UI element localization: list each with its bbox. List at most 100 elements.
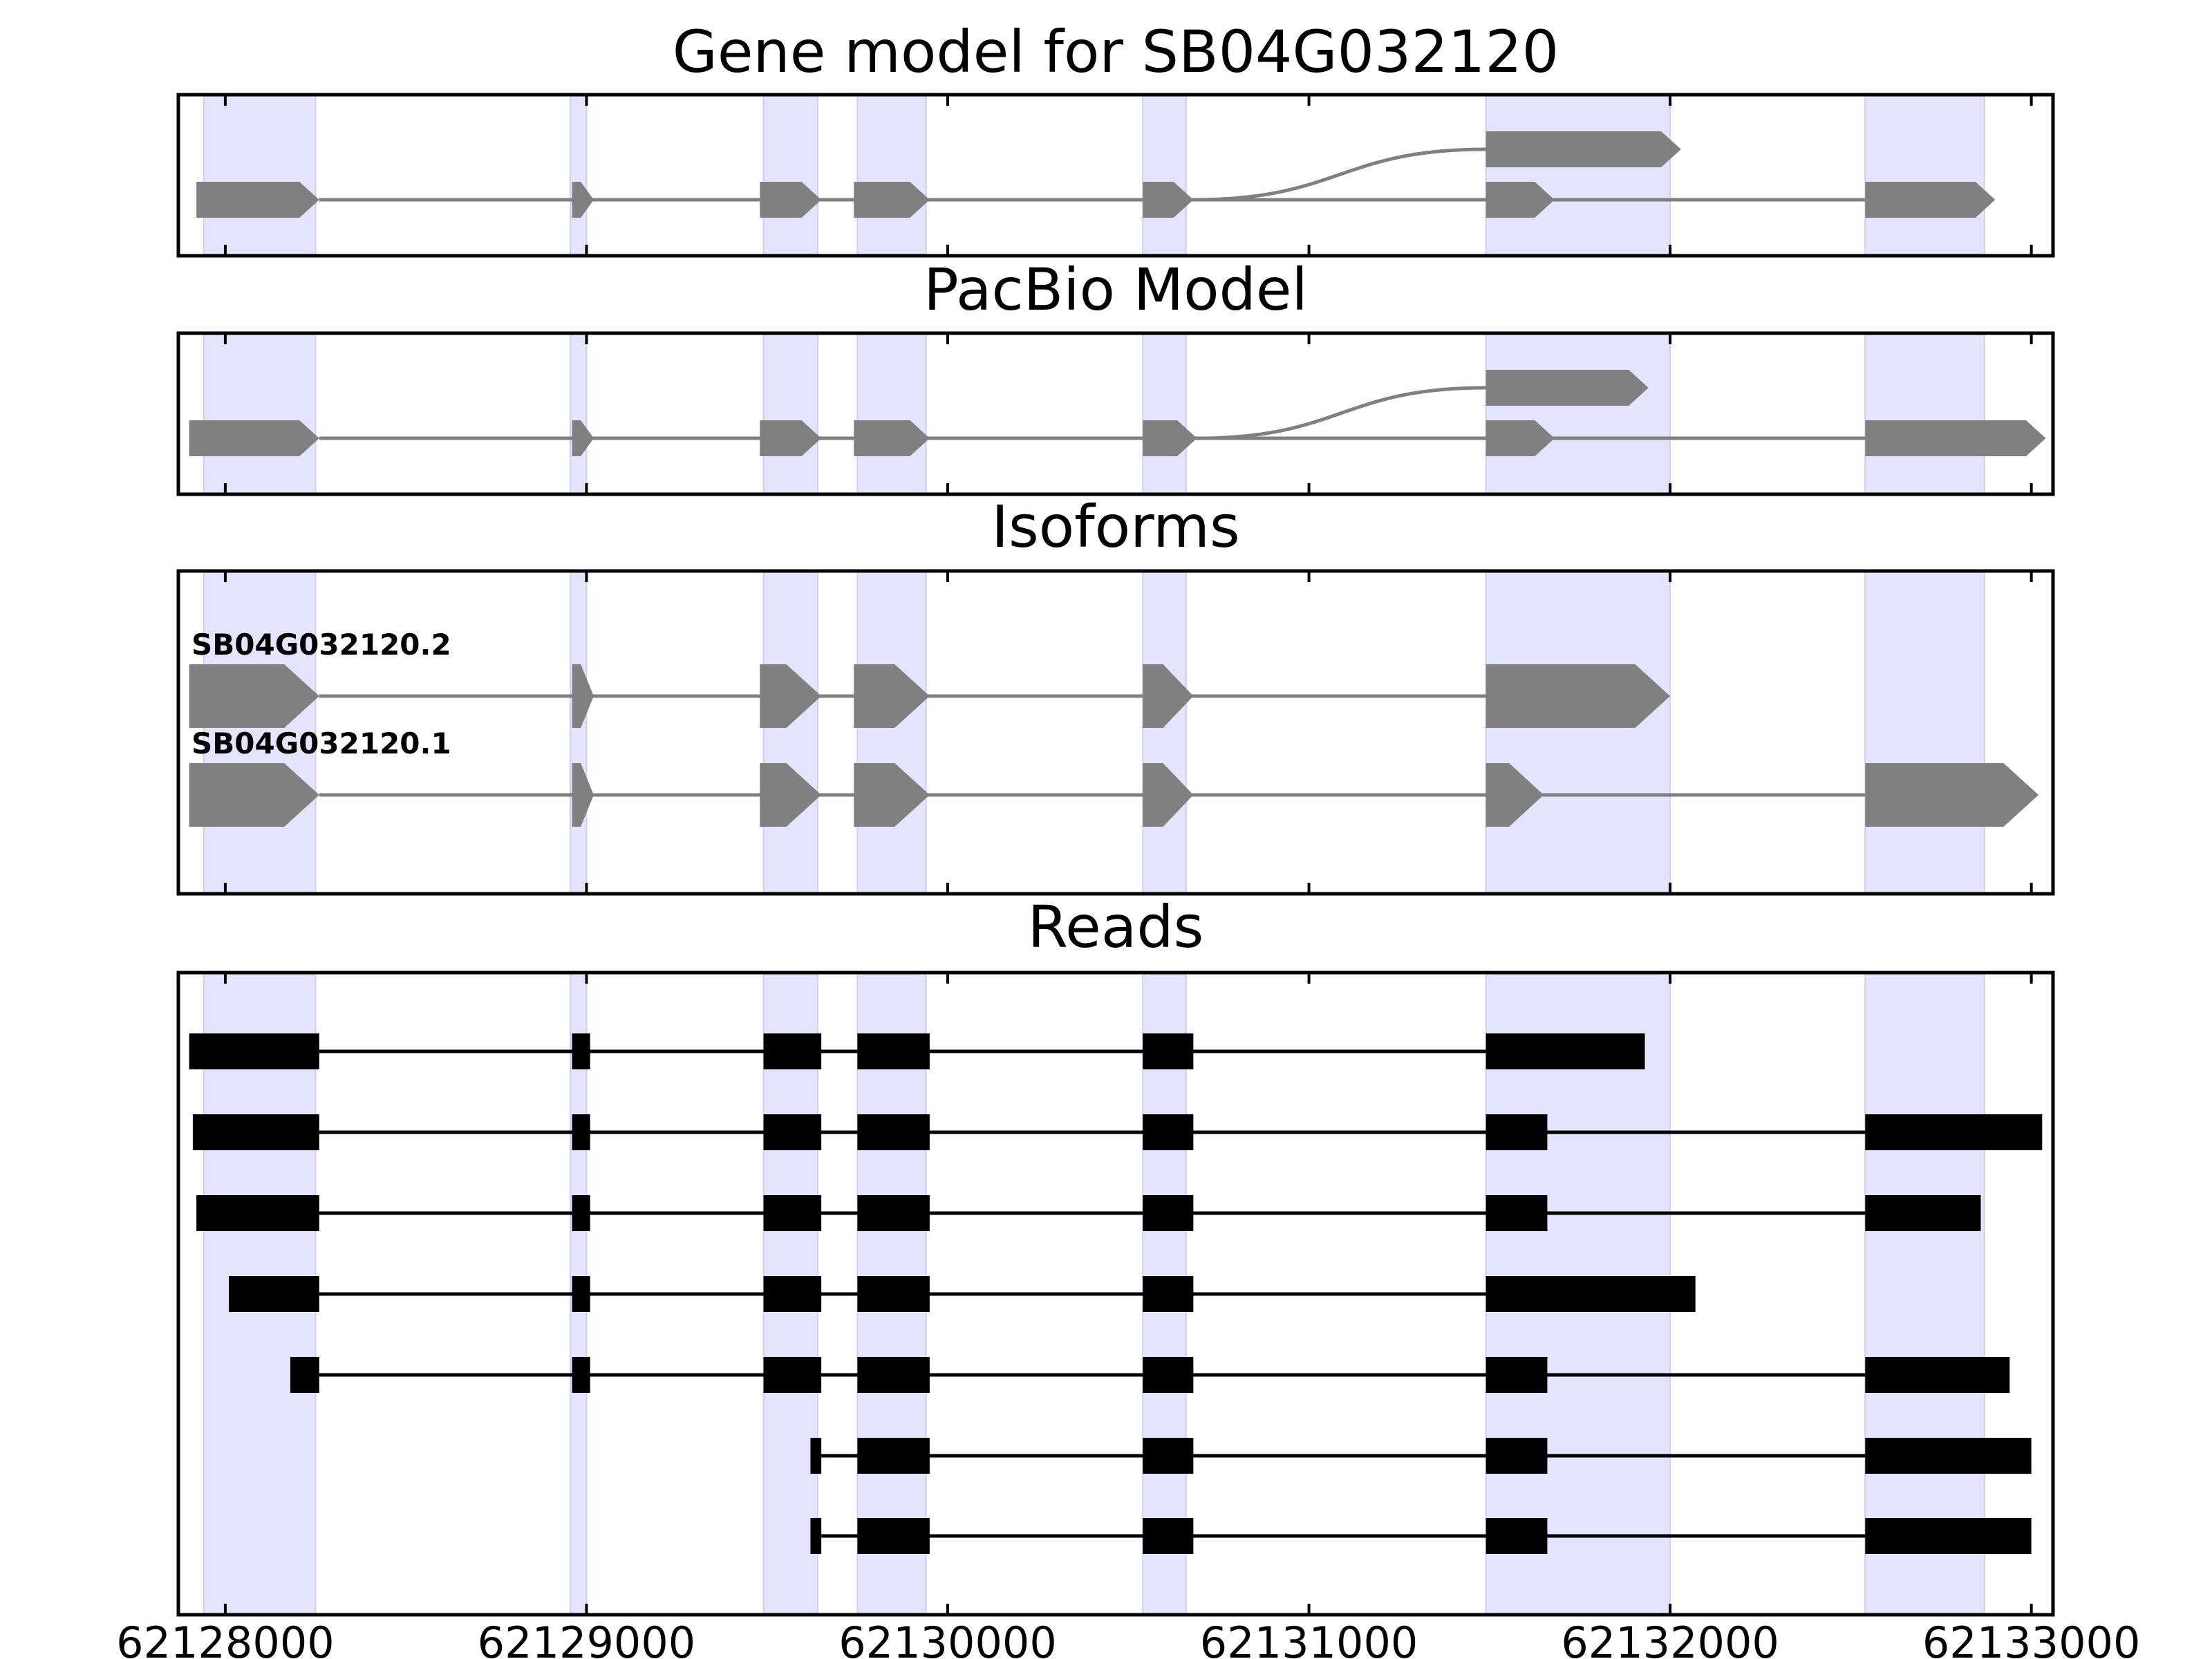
exon-2	[572, 420, 594, 456]
read-block-6	[1485, 1033, 1645, 1069]
read-block-5	[1143, 1195, 1194, 1231]
exon-7	[1865, 182, 1996, 218]
read-7	[810, 1518, 2032, 1554]
read-block-6	[1485, 1276, 1696, 1312]
isoform-exon-4	[854, 763, 930, 827]
highlight-region-5	[1142, 570, 1187, 894]
exon-6	[1485, 182, 1555, 218]
read-block-3	[763, 1033, 822, 1069]
x-tick-label: 62131000	[1200, 1618, 1418, 1659]
read-block-6	[1485, 1114, 1548, 1150]
read-block-2	[572, 1033, 590, 1069]
read-block-6	[1485, 1357, 1548, 1393]
x-tick-label: 62129000	[478, 1618, 696, 1659]
read-block-1	[189, 1033, 319, 1069]
read-block-6	[1485, 1195, 1548, 1231]
alternative-exon	[1485, 131, 1681, 167]
isoform-exon-5	[1143, 664, 1194, 728]
highlight-region-5	[1142, 94, 1187, 256]
highlight-region-4	[856, 570, 927, 894]
read-block-5	[1865, 1518, 2032, 1554]
read-block-3	[763, 1114, 822, 1150]
isoform-exon-4	[854, 664, 930, 728]
highlight-region-7	[1864, 972, 1985, 1615]
panel-title-isoforms: Isoforms	[991, 493, 1240, 561]
read-block-3	[763, 1276, 822, 1312]
x-tick-label: 62133000	[1922, 1618, 2141, 1659]
exon-4	[854, 182, 930, 218]
isoform-exon-3	[760, 763, 822, 827]
isoform-exon-1	[189, 664, 319, 728]
panel-frame	[176, 93, 2055, 258]
exon-5	[1143, 182, 1194, 218]
alternative-exon	[1485, 370, 1649, 406]
panel-reads-content	[176, 971, 2055, 1617]
highlight-region-3	[762, 332, 818, 495]
read-block-2	[857, 1438, 930, 1474]
exon-1	[189, 420, 319, 456]
alternative-splice-branch	[1197, 386, 1486, 440]
read-block-4	[1485, 1518, 1548, 1554]
exon-3	[760, 420, 822, 456]
x-tick-label: 62128000	[116, 1618, 335, 1659]
highlight-region-3	[762, 94, 818, 256]
highlight-region-7	[1864, 332, 1985, 495]
read-block-1	[810, 1518, 822, 1554]
panel-gene-model-content	[176, 93, 2055, 258]
read-block-2	[572, 1276, 590, 1312]
read-block-4	[857, 1357, 930, 1393]
panel-frame	[176, 331, 2055, 496]
exon-2	[572, 182, 594, 218]
highlight-region-7	[1864, 570, 1985, 894]
exon-7	[1865, 420, 2046, 456]
highlight-region-6	[1485, 94, 1671, 256]
highlight-region-2	[569, 94, 588, 256]
exon-4	[854, 420, 930, 456]
read-block-4	[857, 1114, 930, 1150]
read-block-2	[572, 1195, 590, 1231]
isoform-exon-6	[1485, 664, 1671, 728]
read-block-7	[1865, 1357, 2010, 1393]
isoform-exon-5	[1143, 763, 1194, 827]
alternative-splice-branch	[1193, 147, 1486, 202]
panel-title-pacbio-model: PacBio Model	[924, 256, 1308, 324]
highlight-region-1	[203, 332, 317, 495]
isoform-exon-1	[189, 763, 319, 827]
highlight-region-1	[203, 570, 317, 894]
read-block-1	[229, 1276, 319, 1312]
x-tick-label: 62132000	[1561, 1618, 1779, 1659]
read-block-5	[1865, 1438, 2032, 1474]
isoform-exon-2	[572, 763, 594, 827]
panel-isoforms: Isoforms SB04G032120.2 SB04G032120.1	[176, 493, 2055, 896]
read-block-5	[1143, 1114, 1194, 1150]
read-block-3	[1143, 1438, 1194, 1474]
highlight-region-4	[856, 94, 927, 256]
highlight-region-5	[1142, 332, 1187, 495]
read-block-5	[1143, 1033, 1194, 1069]
highlight-region-3	[762, 570, 818, 894]
read-block-1	[192, 1114, 319, 1150]
read-block-3	[763, 1357, 822, 1393]
read-block-4	[857, 1195, 930, 1231]
panel-pacbio-model-content	[176, 331, 2055, 496]
exon-1	[196, 182, 319, 218]
read-block-5	[1143, 1357, 1194, 1393]
panel-frame	[176, 971, 2055, 1617]
isoform-label: SB04G032120.1	[191, 727, 451, 760]
isoform-exon-6	[1485, 763, 1544, 827]
read-block-2	[857, 1518, 930, 1554]
panel-title-reads: Reads	[1028, 893, 1204, 961]
read-block-7	[1865, 1195, 1981, 1231]
read-block-1	[290, 1357, 319, 1393]
read-block-3	[1143, 1518, 1194, 1554]
panel-gene-model: Gene model for SB04G032120	[176, 18, 2055, 258]
read-block-2	[572, 1114, 590, 1150]
isoform-exon-7	[1865, 763, 2039, 827]
read-block-7	[1865, 1114, 2043, 1150]
read-5	[290, 1357, 2010, 1393]
exon-5	[1143, 420, 1197, 456]
highlight-region-6	[1485, 332, 1671, 495]
read-block-5	[1143, 1276, 1194, 1312]
read-block-2	[572, 1357, 590, 1393]
